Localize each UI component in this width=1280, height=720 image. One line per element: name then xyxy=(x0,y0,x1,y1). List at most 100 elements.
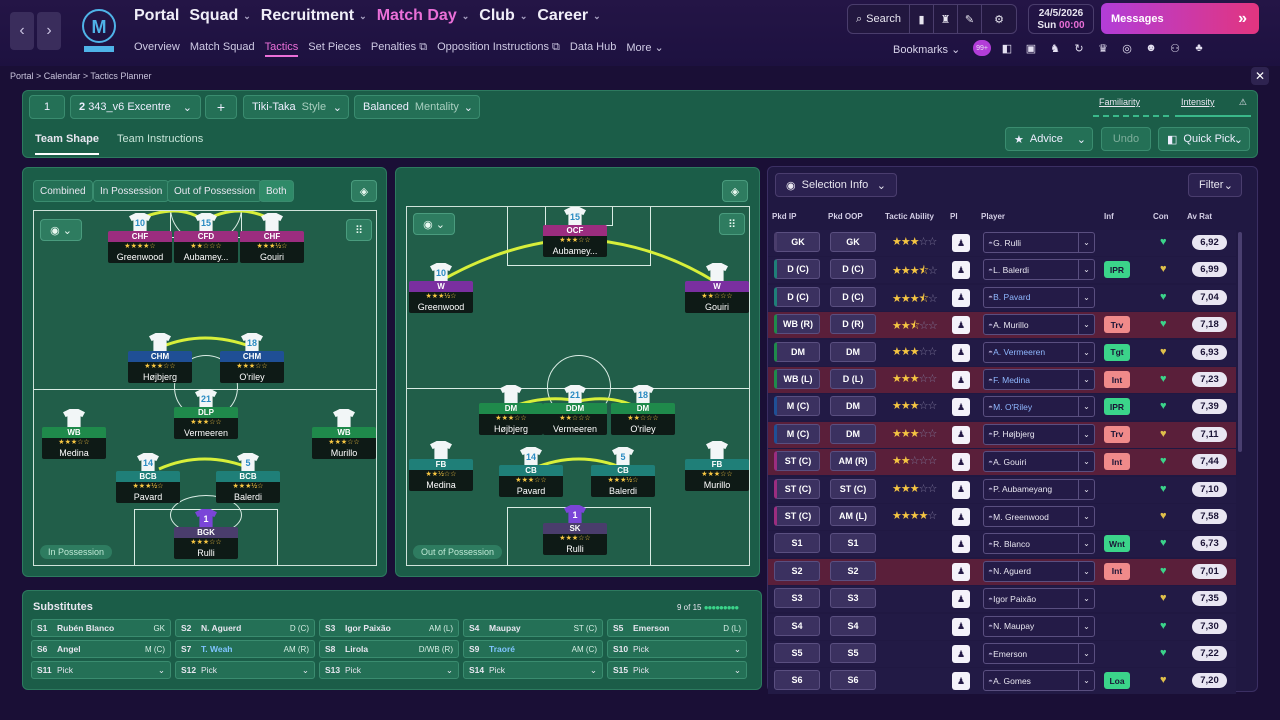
player-selector[interactable]: ◓ Emerson ⌄ xyxy=(983,643,1095,664)
player-instructions-button[interactable]: ♟ xyxy=(952,371,970,389)
table-row[interactable]: GK GK ★★★☆☆ ♟ ◓ G. Rulli ⌄ ♥ 6,92 xyxy=(768,230,1236,256)
player-instructions-button[interactable]: ♟ xyxy=(952,480,970,499)
table-row[interactable]: WB (R) D (R) ★★⯪☆☆ ♟ ◓ A. Murillo ⌄ Trv ♥ 7,18 xyxy=(768,312,1236,339)
player-instructions-button[interactable]: ♟ xyxy=(952,645,970,663)
table-row[interactable]: WB (L) D (L) ★★★☆☆ ♟ ◓ F. Medina ⌄ Int ♥ 7,23 xyxy=(768,367,1236,393)
edit-button[interactable]: ✎ xyxy=(958,5,982,33)
player-card[interactable]: 18 DM ★★☆☆☆ O'riley xyxy=(611,385,675,435)
subnav-match-squad[interactable]: Match Squad xyxy=(189,41,255,53)
familiarity-meter[interactable]: Familiarity xyxy=(1093,97,1169,117)
undo-button[interactable]: Undo xyxy=(1101,127,1151,151)
table-row[interactable]: D (C) D (C) ★★★⯪☆ ♟ ◓ L. Balerdi ⌄ IPR ♥ 6,99 xyxy=(768,257,1236,284)
picked-ip-position[interactable]: M (C) xyxy=(774,423,820,444)
player-card[interactable]: 10 W ★★★½☆ Greenwood xyxy=(409,263,473,313)
player-card[interactable]: CHM ★★★☆☆ Højbjerg xyxy=(128,333,192,383)
picked-ip-position[interactable]: WB (R) xyxy=(774,314,820,335)
subnav-more[interactable]: More ⌄ xyxy=(626,42,664,54)
player-card[interactable]: 1 BGK ★★★☆☆ Rulli xyxy=(174,509,238,559)
player-instructions-button[interactable]: ♟ xyxy=(952,398,970,417)
picked-oop-position[interactable]: D (L) xyxy=(830,369,876,389)
player-card[interactable]: 18 CHM ★★★☆☆ O'riley xyxy=(220,333,284,383)
table-row[interactable]: M (C) DM ★★★☆☆ ♟ ◓ M. O'Riley ⌄ IPR ♥ 7,39 xyxy=(768,394,1236,421)
player-card[interactable]: 10 CHF ★★★★☆ Greenwood xyxy=(108,213,172,263)
trophy-icon[interactable]: ♛ xyxy=(1098,42,1108,55)
player-instructions-button[interactable]: ♟ xyxy=(952,508,970,526)
substitute-slot[interactable]: S3 Igor Paixão AM (L) xyxy=(319,619,459,637)
quick-pick-dropdown[interactable]: ◧ Quick Pick ⌄ xyxy=(1158,127,1250,151)
player-card[interactable]: 14 BCB ★★★½☆ Pavard xyxy=(116,453,180,503)
substitute-slot[interactable]: S13 Pick ⌄ xyxy=(319,661,459,679)
player-card[interactable]: 1 SK ★★★☆☆ Rulli xyxy=(543,505,607,555)
toggle-combined[interactable]: Combined xyxy=(33,180,93,202)
table-row[interactable]: ST (C) AM (R) ★★☆☆☆ ♟ ◓ A. Gouiri ⌄ Int ♥ 7,44 xyxy=(768,449,1236,476)
picked-oop-position[interactable]: D (C) xyxy=(830,259,876,280)
close-button[interactable]: ✕ xyxy=(1251,67,1269,85)
player-instructions-button[interactable]: ♟ xyxy=(952,562,970,581)
picked-oop-position[interactable]: DM xyxy=(830,396,876,417)
breadcrumb-item[interactable]: Tactics Planner xyxy=(90,71,152,81)
player-card[interactable]: 14 CB ★★★☆☆ Pavard xyxy=(499,447,563,497)
player-instructions-button[interactable]: ♟ xyxy=(952,234,970,252)
column-header[interactable]: Pkd OOP xyxy=(828,212,863,221)
player-card[interactable]: CHF ★★★½☆ Gouiri xyxy=(240,213,304,263)
toggle-in-possession[interactable]: In Possession xyxy=(93,180,170,202)
picked-oop-position[interactable]: S4 xyxy=(830,615,876,636)
nav-match-day[interactable]: Match Day ⌄ xyxy=(376,7,470,24)
subnav-opposition-instructions[interactable]: Opposition Instructions ⧉ xyxy=(437,41,560,53)
player-selector[interactable]: ◓ M. O'Riley ⌄ xyxy=(983,396,1095,418)
picked-oop-position[interactable]: S1 xyxy=(830,533,876,554)
table-row[interactable]: S4 S4 ♟ ◓ N. Maupay ⌄ ♥ 7,30 xyxy=(768,613,1236,640)
nav-portal[interactable]: Portal xyxy=(134,7,180,24)
table-row[interactable]: S3 S3 ♟ ◓ Igor Paixão ⌄ ♥ 7,35 xyxy=(768,586,1236,613)
substitute-slot[interactable]: S15 Pick ⌄ xyxy=(607,661,747,679)
player-instructions-button[interactable]: ♟ xyxy=(952,288,970,307)
picked-ip-position[interactable]: S3 xyxy=(774,588,820,609)
breadcrumb-item[interactable]: Portal xyxy=(10,71,34,81)
player-instructions-button[interactable]: ♟ xyxy=(952,425,970,444)
picked-ip-position[interactable]: D (C) xyxy=(774,286,820,307)
table-row[interactable]: ST (C) AM (L) ★★★★☆ ♟ ◓ M. Greenwood ⌄ ♥ 7,58 xyxy=(768,504,1236,530)
tab-team-instructions[interactable]: Team Instructions xyxy=(117,133,204,145)
advice-dropdown[interactable]: ★ Advice ⌄ xyxy=(1005,127,1093,151)
pitch-settings-button[interactable]: ◈ xyxy=(351,180,377,202)
player-card[interactable]: FB ★★★☆☆ Murillo xyxy=(685,441,749,491)
back-button[interactable]: ‹ xyxy=(10,12,34,50)
substitute-slot[interactable]: S1 Rubén Blanco GK xyxy=(31,619,171,637)
subnav-set-pieces[interactable]: Set Pieces xyxy=(308,41,361,53)
player-instructions-button[interactable]: ♟ xyxy=(952,617,970,636)
notebook-button[interactable]: ▮ xyxy=(910,5,934,33)
table-row[interactable]: S1 S1 ♟ ◓ R. Blanco ⌄ Wnt ♥ 6,73 xyxy=(768,531,1236,558)
player-card[interactable]: 5 CB ★★★½☆ Balerdi xyxy=(591,447,655,497)
substitute-slot[interactable]: S2 N. Aguerd D (C) xyxy=(175,619,315,637)
tab-team-shape[interactable]: Team Shape xyxy=(35,133,99,155)
picked-ip-position[interactable]: WB (L) xyxy=(774,369,820,389)
player-card[interactable]: DM ★★★☆☆ Højbjerg xyxy=(479,385,543,435)
picked-oop-position[interactable]: DM xyxy=(830,341,876,362)
date-display[interactable]: 24/5/2026 Sun 00:00 xyxy=(1028,4,1094,34)
player-instructions-button[interactable]: ♟ xyxy=(952,316,970,335)
pitch-options-button[interactable]: ⠿ xyxy=(346,219,372,241)
table-row[interactable]: S2 S2 ♟ ◓ N. Aguerd ⌄ Int ♥ 7,01 xyxy=(768,558,1236,585)
messages-button[interactable]: Messages » xyxy=(1101,3,1259,34)
substitute-slot[interactable]: S10 Pick ⌄ xyxy=(607,640,747,658)
table-row[interactable]: S5 S5 ♟ ◓ Emerson ⌄ ♥ 7,22 xyxy=(768,641,1236,667)
player-selector[interactable]: ◓ N. Aguerd ⌄ xyxy=(983,560,1095,582)
picked-oop-position[interactable]: S6 xyxy=(830,670,876,691)
subnav-tactics[interactable]: Tactics xyxy=(264,41,299,57)
staff-icon[interactable]: ☻ xyxy=(1145,42,1157,54)
toggle-both[interactable]: Both xyxy=(259,180,294,202)
player-selector[interactable]: ◓ L. Balerdi ⌄ xyxy=(983,259,1095,281)
substitute-slot[interactable]: S7 T. Weah AM (R) xyxy=(175,640,315,658)
settings-button[interactable]: ⚙ xyxy=(982,5,1016,33)
player-instructions-button[interactable]: ♟ xyxy=(952,453,970,472)
picked-oop-position[interactable]: AM (R) xyxy=(830,451,876,472)
picked-oop-position[interactable]: ST (C) xyxy=(830,478,876,499)
player-selector[interactable]: ◓ P. Aubameyang ⌄ xyxy=(983,478,1095,500)
pitch-settings-button[interactable]: ◈ xyxy=(722,180,748,202)
selection-info-dropdown[interactable]: ◉ Selection Info ⌄ xyxy=(775,173,897,197)
player-instructions-button[interactable]: ♟ xyxy=(952,672,970,691)
search-button[interactable]: ⌕ Search xyxy=(848,5,910,33)
breadcrumb-item[interactable]: Calendar xyxy=(43,71,81,81)
substitute-slot[interactable]: S14 Pick ⌄ xyxy=(463,661,603,679)
player-card[interactable]: WB ★★★☆☆ Murillo xyxy=(312,409,376,459)
